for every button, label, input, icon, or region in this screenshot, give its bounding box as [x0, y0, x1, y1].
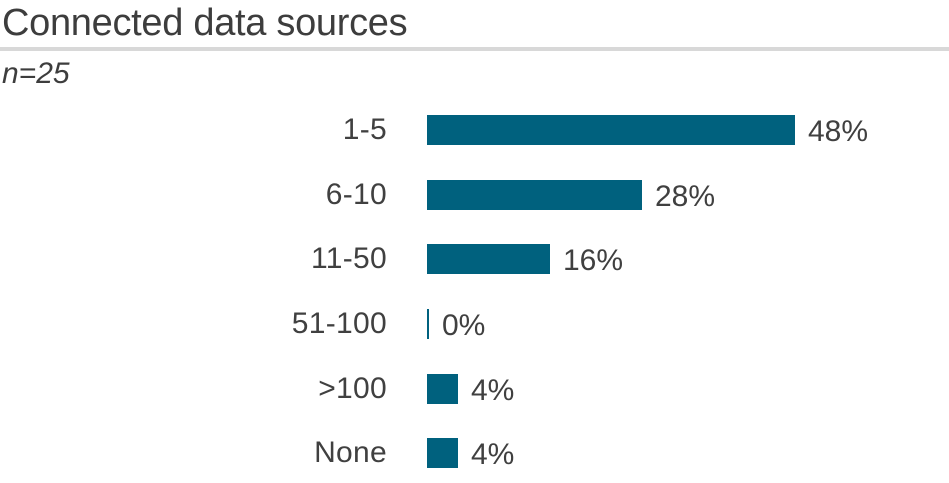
category-label: None	[314, 436, 387, 470]
bar	[427, 179, 642, 210]
bar-chart: 1-5 48% 6-10 28% 11-50 16% 51-100 0% >10…	[0, 98, 949, 483]
bar-zone: 4%	[427, 372, 515, 407]
bar-row: None 4%	[0, 421, 949, 483]
title-divider	[0, 47, 949, 51]
value-label: 28%	[655, 179, 716, 213]
bar-zone: 28%	[427, 178, 716, 213]
value-label: 16%	[563, 244, 624, 278]
category-label: >100	[318, 371, 387, 405]
bar-zone: 0%	[427, 307, 486, 343]
value-label: 0%	[442, 309, 486, 343]
bar-zone: 16%	[427, 242, 624, 278]
bar	[427, 244, 550, 275]
bar	[427, 115, 795, 146]
value-label: 4%	[471, 373, 515, 407]
bar-row: 11-50 16%	[0, 227, 949, 292]
bar-zone: 4%	[427, 436, 515, 472]
category-label: 11-50	[310, 242, 387, 276]
value-label: 48%	[808, 115, 869, 149]
category-label: 51-100	[291, 307, 387, 341]
chart-title: Connected data sources	[2, 2, 408, 44]
bar	[427, 309, 429, 340]
bar-zone: 48%	[427, 113, 869, 149]
bar-row: >100 4%	[0, 356, 949, 421]
bar	[427, 373, 458, 404]
category-label: 6-10	[325, 177, 387, 211]
value-label: 4%	[471, 438, 515, 472]
category-label: 1-5	[342, 113, 387, 147]
sample-size-label: n=25	[2, 57, 70, 90]
bar-row: 51-100 0%	[0, 292, 949, 357]
bar-row: 1-5 48%	[0, 98, 949, 163]
bar	[427, 438, 458, 469]
bar-row: 6-10 28%	[0, 163, 949, 228]
